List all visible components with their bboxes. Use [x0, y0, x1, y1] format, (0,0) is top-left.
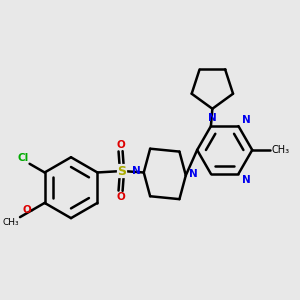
Text: O: O	[116, 193, 125, 202]
Text: Cl: Cl	[17, 153, 28, 163]
Text: O: O	[23, 205, 32, 215]
Text: N: N	[132, 166, 141, 176]
Text: N: N	[208, 112, 217, 122]
Text: N: N	[242, 115, 251, 125]
Text: N: N	[242, 175, 251, 185]
Text: CH₃: CH₃	[3, 218, 20, 227]
Text: O: O	[116, 140, 125, 150]
Text: N: N	[189, 169, 198, 179]
Text: CH₃: CH₃	[271, 145, 289, 155]
Text: S: S	[118, 164, 127, 178]
